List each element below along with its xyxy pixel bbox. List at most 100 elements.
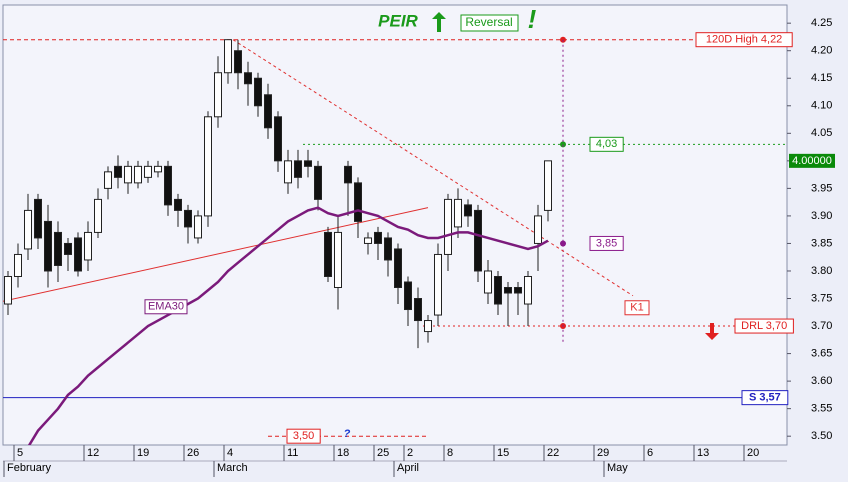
candle-body	[414, 298, 422, 322]
x-tick-label: 4	[227, 447, 233, 459]
candle-body	[524, 275, 532, 305]
x-tick-label: 11	[287, 447, 298, 459]
level-label: S 3,57	[749, 392, 781, 404]
y-tick-label: 3.65	[811, 347, 832, 359]
month-label: March	[217, 462, 248, 474]
candle-body	[304, 160, 312, 167]
candle-body	[14, 253, 22, 277]
candle-body	[184, 209, 192, 228]
level-label: 4,03	[596, 138, 617, 150]
plot	[3, 36, 787, 445]
candle-body	[134, 165, 142, 184]
trend-line	[3, 207, 429, 302]
candle-body	[404, 281, 412, 311]
last-price-label: 4.00000	[792, 155, 832, 167]
y-tick-label: 3.90	[811, 210, 832, 222]
x-tick-label: 12	[87, 447, 99, 459]
x-tick-label: 8	[447, 447, 453, 459]
candle-body	[244, 72, 252, 85]
x-tick-label: 5	[17, 447, 23, 459]
candle-body	[24, 209, 32, 250]
level-label-box	[286, 428, 321, 444]
y-tick-label: 4.20	[811, 45, 832, 57]
candle-body	[424, 320, 432, 333]
candle-body	[394, 248, 402, 289]
candle-body	[434, 253, 442, 316]
ema-line	[27, 206, 549, 445]
candle-body	[224, 39, 232, 74]
x-tick-label: 20	[747, 447, 759, 459]
x-tick-label: 6	[647, 447, 653, 459]
level-label-box	[589, 136, 624, 152]
last-price-box	[789, 153, 835, 168]
x-tick-label: 29	[597, 447, 609, 459]
level-label: 120D High 4,22	[706, 34, 782, 46]
candle-body	[214, 72, 222, 118]
candle-body	[514, 287, 522, 294]
candle-body	[154, 165, 162, 173]
candle-body	[64, 242, 72, 255]
y-tick-label: 3.80	[811, 265, 832, 277]
candle-body	[144, 165, 152, 178]
candle-body	[84, 231, 92, 261]
candle-body	[4, 275, 12, 305]
candle-body	[474, 209, 482, 272]
candle-body	[284, 160, 292, 184]
candle-body	[204, 116, 212, 217]
x-tick-label: 25	[377, 447, 389, 459]
candle-body	[194, 215, 202, 239]
exclamation: !	[528, 4, 537, 34]
candle-body	[114, 165, 122, 178]
level-label: 3,50	[293, 430, 314, 442]
candle-body	[354, 182, 362, 222]
candle-body	[164, 165, 172, 206]
candle-body	[534, 215, 542, 244]
candle-body	[34, 198, 42, 239]
y-tick-label: 4.15	[811, 72, 832, 84]
candle-body	[104, 171, 112, 189]
x-tick-label: 19	[137, 447, 149, 459]
y-tick-label: 3.95	[811, 182, 832, 194]
trend-line	[232, 39, 634, 297]
candle-body	[294, 160, 302, 178]
y-tick-label: 3.50	[811, 430, 832, 442]
candle-body	[44, 220, 52, 272]
y-tick-label: 3.60	[811, 375, 832, 387]
candle-body	[444, 198, 452, 255]
candle-body	[384, 237, 392, 261]
level-label-box	[695, 32, 793, 48]
candle-body	[94, 198, 102, 233]
x-tick-label: 2	[407, 447, 413, 459]
annotation: Reversal	[465, 15, 512, 29]
level-label: DRL 3,70	[741, 320, 787, 332]
y-tick-label: 3.75	[811, 292, 832, 304]
candle-body	[484, 270, 492, 294]
candle-body	[234, 50, 242, 74]
candle-body	[74, 237, 82, 272]
trend-label: K1	[630, 302, 643, 314]
x-tick-label: 22	[547, 447, 559, 459]
candle-body	[334, 231, 342, 289]
month-label: February	[7, 462, 52, 474]
candle-body	[174, 198, 182, 211]
candle-body	[544, 160, 552, 211]
candle-body	[494, 275, 502, 305]
legend-label: EMA30	[148, 301, 184, 313]
x-tick-label: 18	[337, 447, 349, 459]
y-tick-label: 4.10	[811, 100, 832, 112]
x-tick-label: 26	[187, 447, 199, 459]
candle-body	[344, 165, 352, 184]
candle-body	[54, 231, 62, 266]
candle-body	[314, 165, 322, 200]
annotation-box	[460, 14, 519, 32]
x-tick-label: 15	[497, 447, 509, 459]
candle-body	[324, 231, 332, 277]
title: PEIR	[378, 11, 418, 30]
level-dot	[560, 141, 566, 148]
candle-body	[274, 116, 282, 162]
candle-body	[464, 204, 472, 217]
candle-body	[504, 287, 512, 294]
level-label-box	[741, 390, 789, 406]
level-label-box	[734, 318, 794, 334]
